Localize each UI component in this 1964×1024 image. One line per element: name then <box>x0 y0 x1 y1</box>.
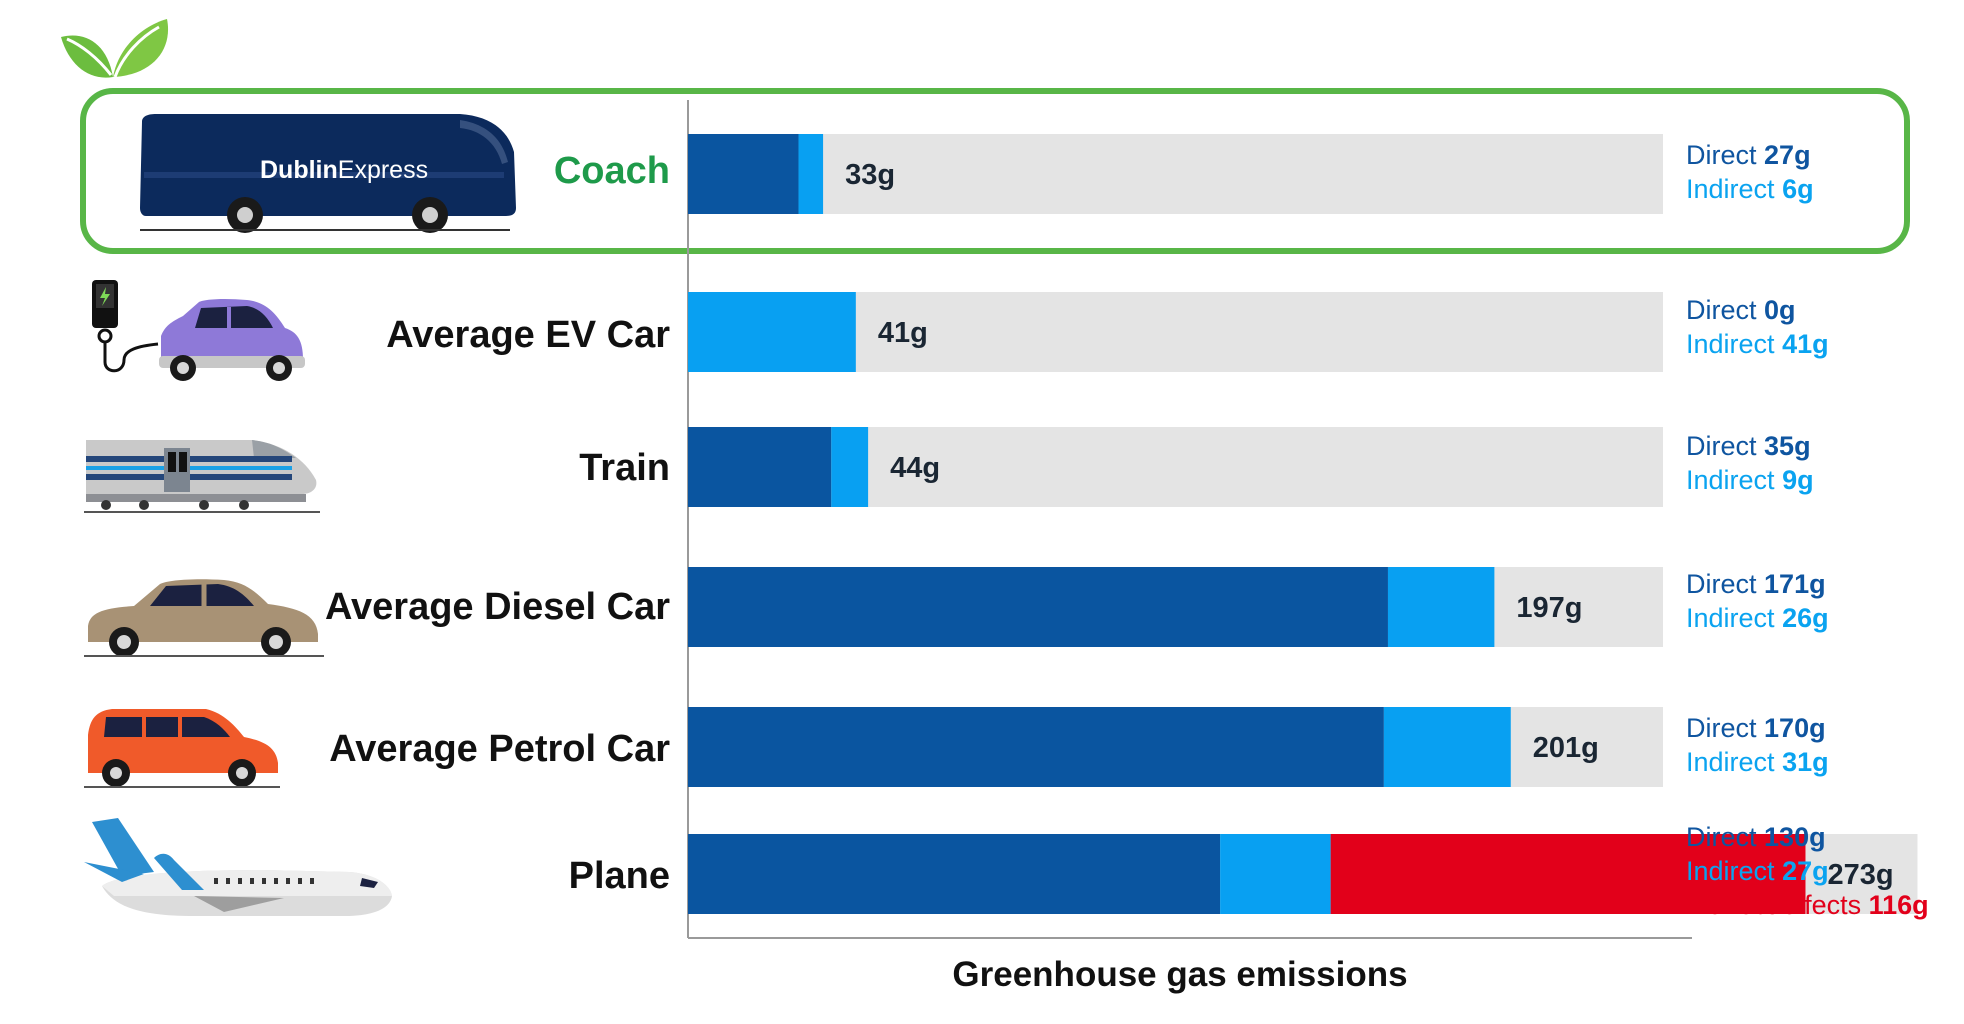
category-label: Average Petrol Car <box>329 728 670 770</box>
bar-segment-indirect <box>688 292 856 372</box>
bar-segment-indirect <box>798 134 824 214</box>
diesel-car-icon <box>84 579 324 657</box>
coach-icon: DublinExpress <box>140 114 516 233</box>
ev-car-icon <box>159 298 305 381</box>
category-label: Average Diesel Car <box>324 586 670 628</box>
row-legend: Direct 35g Indirect 9g <box>1686 431 1814 495</box>
bar-total-label: 33g <box>845 159 895 191</box>
train-icon <box>84 440 320 513</box>
coach-highlight-frame <box>80 88 1910 254</box>
plane-icon <box>84 818 392 916</box>
bar-segment-indirect <box>1383 707 1511 787</box>
row-legend: Direct 130g Indirect 27g Indirect effect… <box>1686 822 1929 920</box>
bar-segment-direct <box>688 567 1388 647</box>
bar-segment-direct <box>688 707 1384 787</box>
bar-total-label: 273g <box>1827 859 1893 891</box>
bar-track <box>688 134 1663 214</box>
svg-text:DublinExpress: DublinExpress <box>260 156 428 184</box>
petrol-car-icon <box>84 709 280 788</box>
bar-segment-indirect <box>1220 834 1331 914</box>
bar-total-label: 201g <box>1533 732 1599 764</box>
row-legend: Direct 0g Indirect 41g <box>1686 295 1829 359</box>
x-axis-title: Greenhouse gas emissions <box>952 955 1408 994</box>
row-legend: Direct 170g Indirect 31g <box>1686 713 1829 777</box>
leaf-icon <box>61 19 169 78</box>
category-label: Plane <box>568 855 670 897</box>
bar-total-label: 41g <box>878 317 928 349</box>
ev-charger-icon <box>92 280 159 373</box>
bar-total-label: 44g <box>890 452 940 484</box>
category-label: Train <box>579 447 670 489</box>
bar-segment-direct <box>688 427 832 507</box>
bar-segment-indirect <box>831 427 869 507</box>
bar-segment-indirect-effects <box>1330 834 1806 914</box>
bar-total-label: 197g <box>1516 592 1582 624</box>
row-legend: Direct 27g Indirect 6g <box>1686 140 1814 204</box>
category-label: Average EV Car <box>386 314 670 356</box>
bar-segment-indirect <box>1387 567 1495 647</box>
category-label: Coach <box>553 150 670 192</box>
row-legend: Direct 171g Indirect 26g <box>1686 569 1829 633</box>
bar-segment-direct <box>688 134 799 214</box>
bar-segment-direct <box>688 834 1221 914</box>
